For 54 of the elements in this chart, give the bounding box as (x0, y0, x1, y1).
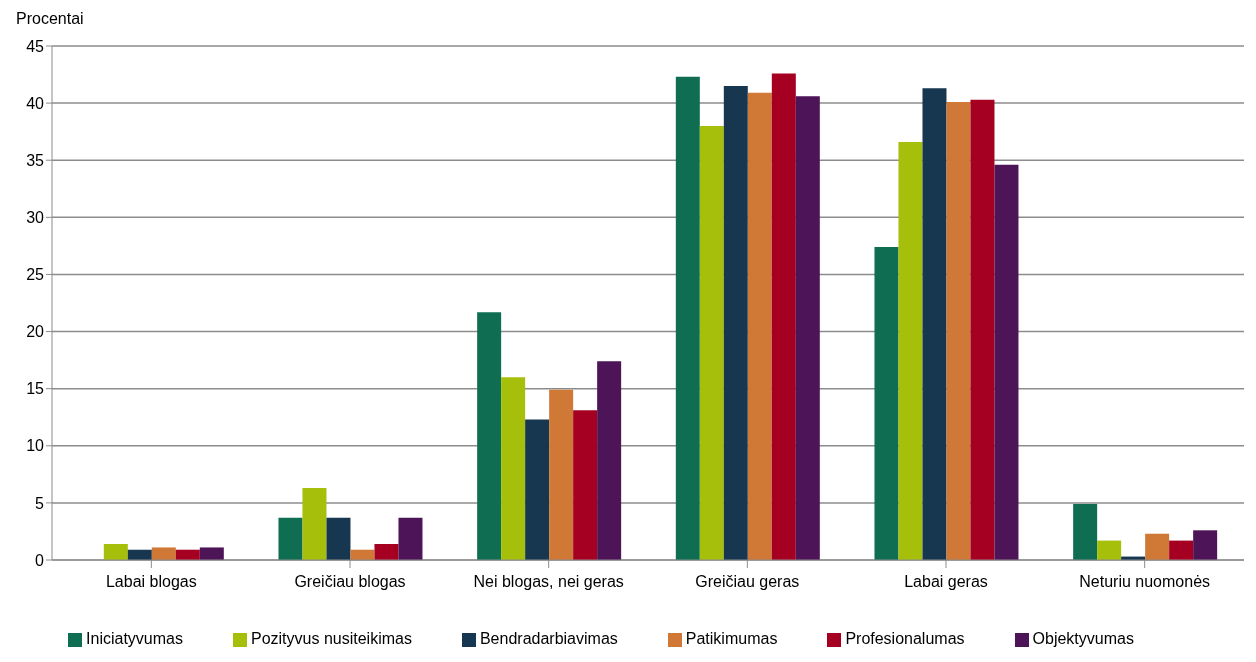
legend-label: Objektyvumas (1032, 630, 1134, 647)
bar (699, 125, 724, 560)
x-tick-label: Nei blogas, nei geras (473, 573, 624, 591)
bar (151, 547, 176, 560)
y-tick-label: 10 (26, 437, 45, 455)
bar (795, 96, 820, 560)
bar (326, 517, 351, 560)
x-tick-label: Greičiau blogas (294, 573, 406, 591)
bar (477, 312, 502, 560)
x-tick-label: Labai geras (904, 573, 988, 591)
legend-label: Pozityvus nusiteikimas (250, 630, 412, 647)
bar (398, 517, 423, 560)
x-tick-label: Labai blogas (105, 573, 197, 591)
bar (675, 76, 700, 560)
y-tick-label: 45 (26, 37, 45, 55)
bar (946, 101, 971, 560)
y-tick-label: 20 (26, 323, 45, 341)
bar (771, 73, 796, 560)
bar (1145, 533, 1170, 560)
x-tick-label: Neturiu nuomonės (1079, 573, 1211, 591)
y-tick-label: 30 (26, 209, 45, 227)
bar (597, 361, 622, 560)
bar (994, 164, 1019, 560)
bar (549, 389, 574, 560)
bar (1073, 504, 1098, 560)
bar (1169, 540, 1194, 560)
x-tick-label: Greičiau geras (695, 573, 800, 591)
bar (922, 88, 947, 560)
bar (199, 547, 224, 560)
bar (302, 488, 327, 560)
y-tick-label: 40 (26, 94, 45, 112)
legend-label: Iniciatyvumas (86, 630, 183, 647)
legend-label: Profesionalumas (845, 630, 965, 647)
bar (374, 544, 399, 560)
y-tick-label: 25 (26, 266, 45, 284)
y-tick-label: 15 (26, 380, 45, 398)
bar (1193, 530, 1218, 560)
bar (278, 517, 303, 560)
legend-label: Bendradarbiavimas (479, 630, 618, 647)
y-tick-label: 5 (35, 494, 45, 512)
bar (723, 85, 748, 560)
y-tick-label: 35 (26, 151, 45, 169)
bar (525, 419, 550, 560)
bar (898, 141, 923, 560)
y-axis-title: Procentai (16, 10, 84, 28)
y-tick-label: 0 (35, 551, 45, 569)
bar (874, 247, 899, 560)
bar (501, 377, 526, 560)
bar (970, 99, 995, 560)
bar (103, 544, 128, 560)
bar (747, 92, 772, 560)
legend-label: Patikimumas (685, 630, 778, 647)
bar (1097, 540, 1122, 560)
bar (573, 410, 598, 560)
